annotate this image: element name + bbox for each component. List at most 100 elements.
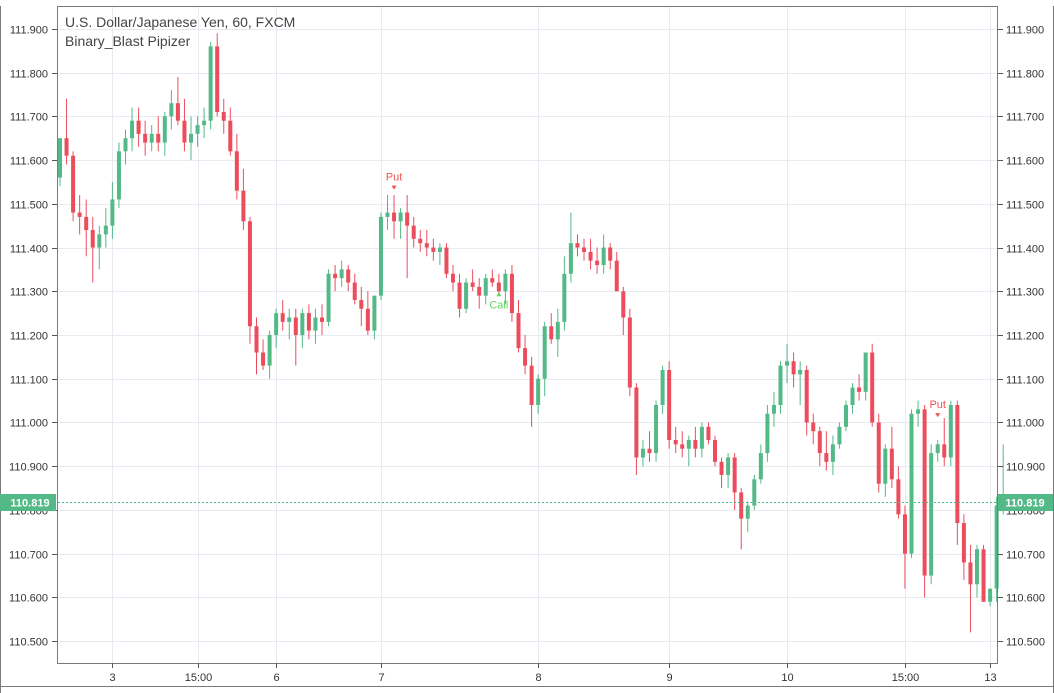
candle-body [392,212,397,222]
time-tick-label: 7 [378,672,384,684]
candle-body [234,151,239,191]
candle-body [824,453,829,462]
candle-up [398,208,403,239]
left-price-tick-label: 110.700 [9,550,48,562]
signal-markers: Put Call Put [386,172,946,418]
right-price-tick-label: 111.700 [1006,112,1044,124]
candle-down [333,265,338,292]
candle-body [929,453,934,576]
candle-body [778,365,783,405]
candle-body [189,133,193,143]
candle-body [627,317,632,388]
candle-body [110,199,115,226]
candle-down [614,251,619,292]
left-price-tick-label: 111.000 [10,418,48,430]
candle-down [215,33,220,117]
candle-body [398,212,403,222]
candle-body [208,46,213,121]
candle-down [156,116,161,152]
candle-down [418,230,423,252]
candle-body [726,457,731,475]
candle-down [411,216,416,248]
candle-down [804,365,809,436]
candle-up [798,361,803,405]
candle-down [77,195,82,235]
candle-body [352,282,357,301]
candle-down [516,300,521,353]
right-price-tick-label: 111.200 [1006,331,1044,343]
put-arrow-icon [391,185,397,190]
candle-up [844,400,848,432]
right-price-axis[interactable]: 110.500110.600110.700110.800110.900111.0… [998,25,1045,649]
candle-down [496,273,501,296]
candle-down [470,269,475,292]
candle-down [392,195,397,239]
time-axis[interactable]: 3 15:00 6 7 8 9 10 15:00 13 [109,663,997,684]
candle-up [437,243,442,266]
right-price-tick-label: 111.000 [1006,418,1044,430]
candle-body [58,138,62,178]
candle-body [961,523,966,563]
candle-body [143,133,148,143]
candle-down [293,308,298,366]
candle-body [640,448,645,458]
candle-up [97,225,102,270]
candle-up [149,125,154,152]
candle-down [405,195,410,279]
candle-body [202,120,207,126]
last-price-badge-left: 110.819 [0,494,56,511]
candle-body [608,247,613,261]
time-tick-label: 15:00 [892,672,920,684]
candle-down [667,361,672,449]
candle-body [496,282,501,292]
time-tick-label: 6 [273,672,279,684]
candle-up [483,273,488,305]
candle-body [431,247,436,252]
left-price-tick-label: 111.400 [10,244,48,256]
candle-body [634,387,639,458]
left-price-axis[interactable]: 110.500110.600110.700110.800110.900111.0… [9,25,57,649]
right-price-tick-label: 111.400 [1006,244,1044,256]
candle-down [523,335,528,375]
candle-body [536,378,541,405]
put-arrow-icon [935,413,941,418]
candle-up [830,435,835,475]
candle-body [247,221,252,327]
candle-body [84,216,89,231]
candle-down [247,216,252,344]
candle-down [922,404,927,598]
candle-down [981,544,986,602]
candle-up [110,181,115,239]
candle-down [424,230,429,257]
candle-body [719,461,724,475]
candle-body [503,273,508,292]
candle-down [136,107,141,147]
left-price-tick-label: 111.800 [10,69,48,81]
candle-body [647,448,652,454]
call-arrow-icon [496,292,502,297]
candle-body [575,243,580,248]
candle-body [732,457,737,493]
candle-up [130,107,135,152]
candle-down [359,286,364,327]
right-price-tick-label: 110.900 [1006,462,1045,474]
candle-body [542,326,547,379]
candle-up [267,330,272,379]
candle-down [182,98,187,152]
candle-up [975,544,979,598]
put-signal: Put [386,172,402,190]
candle-body [876,422,881,484]
candle-down [346,265,351,292]
candle-up [699,422,704,458]
right-price-tick-label: 111.500 [1006,200,1044,212]
candle-up [686,435,691,467]
candle-up [208,41,213,130]
candle-body [582,247,586,252]
candle-down [719,457,724,489]
candle-up [988,588,993,607]
candle-down [261,339,266,370]
candle-down [457,273,462,318]
candle-up [300,308,305,349]
candle-body [706,426,711,440]
